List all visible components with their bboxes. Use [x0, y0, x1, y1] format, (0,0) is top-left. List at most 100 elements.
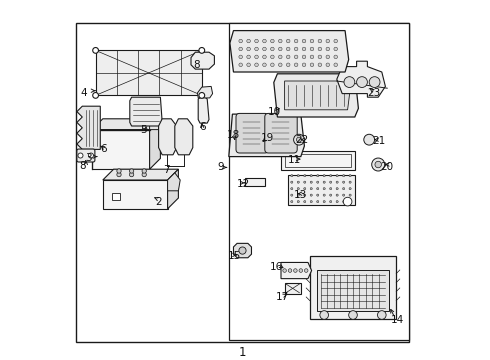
Circle shape — [294, 39, 298, 43]
Polygon shape — [245, 178, 265, 186]
Circle shape — [334, 47, 338, 51]
Circle shape — [349, 311, 357, 319]
Polygon shape — [310, 256, 396, 319]
Circle shape — [239, 55, 243, 59]
Circle shape — [317, 181, 319, 183]
Polygon shape — [103, 180, 168, 209]
Circle shape — [336, 194, 338, 196]
Circle shape — [255, 63, 258, 67]
Circle shape — [142, 172, 147, 177]
Circle shape — [291, 181, 293, 183]
Text: 6: 6 — [100, 144, 107, 154]
Circle shape — [320, 311, 328, 319]
Polygon shape — [168, 173, 180, 191]
Circle shape — [304, 188, 306, 190]
Circle shape — [263, 55, 266, 59]
Text: 23: 23 — [367, 87, 380, 98]
Polygon shape — [285, 283, 301, 294]
Circle shape — [310, 39, 314, 43]
Circle shape — [239, 47, 243, 51]
Circle shape — [326, 47, 330, 51]
Circle shape — [343, 201, 345, 203]
Circle shape — [286, 39, 290, 43]
Circle shape — [247, 47, 250, 51]
Circle shape — [343, 181, 345, 183]
Circle shape — [142, 169, 147, 173]
Circle shape — [304, 194, 306, 196]
Circle shape — [310, 175, 312, 177]
Circle shape — [294, 134, 304, 145]
Circle shape — [375, 161, 381, 168]
Circle shape — [291, 175, 293, 177]
Polygon shape — [281, 262, 312, 279]
FancyBboxPatch shape — [265, 113, 297, 153]
Polygon shape — [92, 130, 149, 169]
Circle shape — [343, 197, 352, 206]
Circle shape — [330, 194, 332, 196]
Text: 14: 14 — [391, 315, 404, 325]
Text: 8: 8 — [79, 161, 86, 171]
Circle shape — [278, 39, 282, 43]
Text: 22: 22 — [295, 135, 309, 145]
Circle shape — [302, 55, 306, 59]
Circle shape — [310, 63, 314, 67]
Circle shape — [294, 63, 298, 67]
Circle shape — [117, 172, 121, 177]
Circle shape — [278, 55, 282, 59]
Circle shape — [247, 63, 250, 67]
Circle shape — [326, 63, 330, 67]
Polygon shape — [281, 151, 355, 170]
Circle shape — [294, 269, 297, 272]
Circle shape — [283, 269, 286, 272]
Polygon shape — [159, 119, 176, 155]
Text: 6: 6 — [199, 122, 206, 132]
Circle shape — [336, 201, 338, 203]
Polygon shape — [130, 97, 162, 126]
Circle shape — [318, 63, 321, 67]
Circle shape — [323, 181, 325, 183]
Circle shape — [255, 47, 258, 51]
Circle shape — [336, 188, 338, 190]
Circle shape — [304, 201, 306, 203]
Circle shape — [291, 201, 293, 203]
FancyBboxPatch shape — [236, 113, 269, 153]
Circle shape — [349, 188, 351, 190]
Circle shape — [330, 175, 332, 177]
Circle shape — [294, 55, 298, 59]
Polygon shape — [198, 95, 209, 123]
Circle shape — [286, 63, 290, 67]
Text: 18: 18 — [226, 130, 240, 140]
Text: 10: 10 — [268, 107, 281, 117]
Circle shape — [310, 47, 314, 51]
Circle shape — [372, 158, 385, 171]
Circle shape — [343, 194, 345, 196]
Circle shape — [297, 188, 299, 190]
Circle shape — [318, 55, 321, 59]
Circle shape — [349, 181, 351, 183]
Polygon shape — [230, 31, 349, 72]
Circle shape — [78, 153, 83, 158]
Circle shape — [302, 39, 306, 43]
Circle shape — [334, 63, 338, 67]
Circle shape — [326, 39, 330, 43]
Circle shape — [247, 55, 250, 59]
Text: 19: 19 — [261, 132, 274, 143]
Text: 1: 1 — [238, 346, 246, 359]
Polygon shape — [149, 115, 160, 130]
Circle shape — [369, 77, 380, 87]
Circle shape — [278, 47, 282, 51]
Polygon shape — [168, 169, 178, 209]
Text: 20: 20 — [381, 162, 394, 172]
Circle shape — [377, 311, 386, 319]
Circle shape — [297, 201, 299, 203]
Circle shape — [310, 194, 312, 196]
Circle shape — [255, 55, 258, 59]
Text: 9: 9 — [217, 162, 224, 172]
Circle shape — [304, 181, 306, 183]
Circle shape — [323, 188, 325, 190]
Circle shape — [239, 247, 246, 254]
Circle shape — [199, 93, 205, 98]
Circle shape — [294, 47, 298, 51]
Circle shape — [286, 55, 290, 59]
Circle shape — [310, 201, 312, 203]
